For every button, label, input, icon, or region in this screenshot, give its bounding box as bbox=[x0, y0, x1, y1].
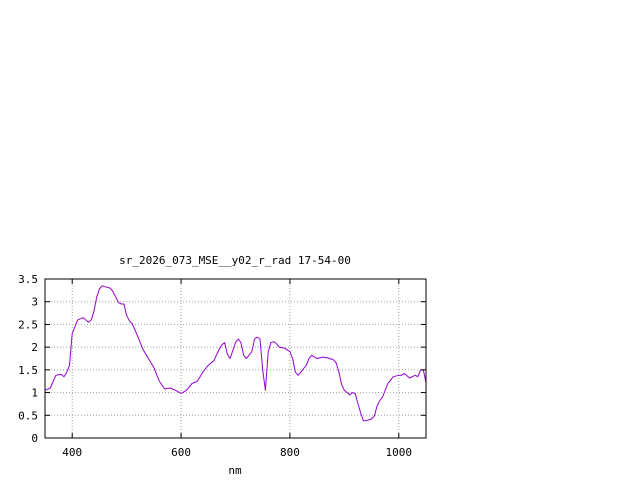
x-axis: 400 600 800 1000 bbox=[62, 279, 412, 459]
x-tick-label: 1000 bbox=[386, 446, 413, 459]
y-tick-label: 3.5 bbox=[18, 273, 38, 286]
y-tick-label: 3 bbox=[31, 296, 38, 309]
y-tick-label: 0.5 bbox=[18, 409, 38, 422]
y-tick-label: 1.5 bbox=[18, 364, 38, 377]
x-tick-label: 800 bbox=[280, 446, 300, 459]
y-tick-label: 2 bbox=[31, 341, 38, 354]
y-tick-label: 0 bbox=[31, 432, 38, 445]
chart-title: sr_2026_073_MSE__y02_r_rad 17-54-00 bbox=[119, 254, 351, 267]
x-tick-label: 600 bbox=[171, 446, 191, 459]
y-tick-label: 1 bbox=[31, 387, 38, 400]
series-line bbox=[44, 285, 427, 422]
y-axis: 0 0.5 1 1.5 2 2.5 3 3.5 bbox=[18, 273, 426, 445]
grid-lines bbox=[45, 279, 426, 438]
series-polyline bbox=[44, 285, 427, 422]
x-tick-label: 400 bbox=[62, 446, 82, 459]
y-tick-label: 2.5 bbox=[18, 318, 38, 331]
x-axis-label: nm bbox=[228, 464, 242, 477]
plot-frame bbox=[44, 278, 427, 439]
